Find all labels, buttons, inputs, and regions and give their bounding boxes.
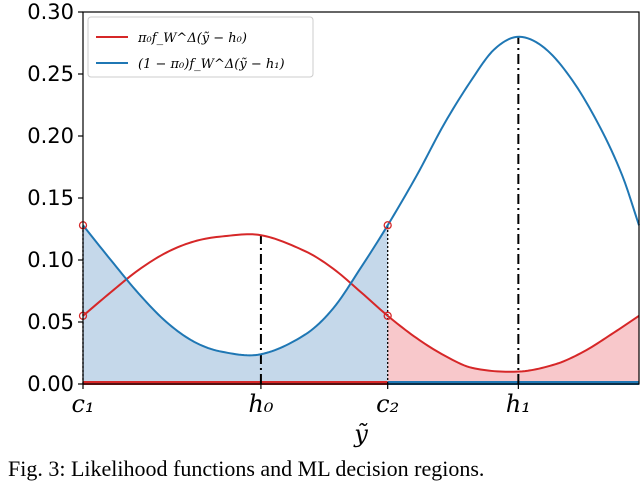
region-fill-1 <box>83 225 388 384</box>
figure-caption: Fig. 3: Likelihood functions and ML deci… <box>8 456 485 481</box>
intersection-marker <box>383 221 392 230</box>
likelihood-chart: 0.000.050.100.150.200.250.30 c₁ h₀ c₂ h₁ ỹ … <box>27 0 640 448</box>
legend-box <box>87 16 314 78</box>
x-tick-label: h₀ <box>248 390 273 418</box>
y-tick-label: 0.25 <box>27 62 74 86</box>
y-tick-label: 0.20 <box>27 124 74 148</box>
x-tick-label: h₁ <box>506 390 531 418</box>
y-tick-label: 0.30 <box>27 0 74 24</box>
y-tick-label: 0.05 <box>27 310 74 334</box>
y-tick-label: 0.15 <box>27 186 74 210</box>
y-tick-label: 0.00 <box>27 372 74 396</box>
series-line-2 <box>82 35 640 357</box>
y-tick-label: 0.10 <box>27 248 74 272</box>
legend-label: (1 − π₀)f_W^Δ(ỹ − h₁) <box>138 57 285 72</box>
series-line-1 <box>82 233 640 373</box>
x-axis-label: ỹ <box>353 420 368 448</box>
region-fill-2 <box>387 315 639 384</box>
x-tick-label: c₂ <box>376 390 399 418</box>
y-axis-ticks: 0.00 0.05 0.10 0.15 0.20 0.25 0.30 <box>27 0 83 396</box>
decision-region-fills <box>83 225 639 384</box>
likelihood-curves <box>82 35 640 373</box>
intersection-marker <box>383 311 392 320</box>
legend-label: π₀f_W^Δ(ỹ − h₀) <box>137 31 247 46</box>
x-tick-label: c₁ <box>71 390 94 418</box>
legend: π₀f_W^Δ(ỹ − h₀) (1 − π₀)f_W^Δ(ỹ − h₁) <box>87 16 314 78</box>
x-axis-ticks: c₁ h₀ c₂ h₁ <box>71 384 531 418</box>
